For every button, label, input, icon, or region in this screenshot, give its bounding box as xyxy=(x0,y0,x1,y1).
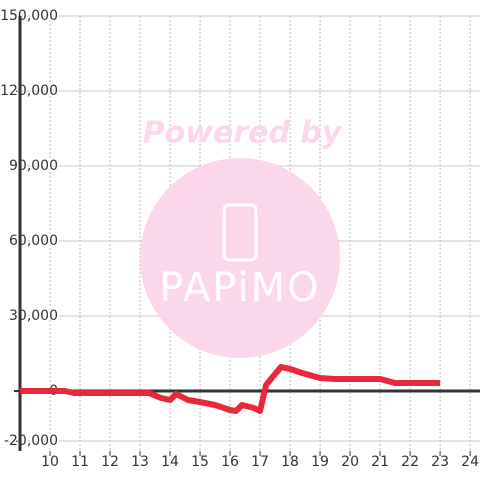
watermark-phone xyxy=(222,203,258,262)
watermark-text: Powered by xyxy=(143,116,343,151)
y-tick-label: 150,000 xyxy=(0,8,58,24)
x-tick-label: 13 xyxy=(131,454,149,470)
x-tick-label: 16 xyxy=(221,454,239,470)
x-tick-label: 18 xyxy=(281,454,299,470)
x-tick-label: 24 xyxy=(461,454,479,470)
x-tick-label: 19 xyxy=(311,454,329,470)
line xyxy=(20,364,441,414)
x-tick-label: 10 xyxy=(41,454,59,470)
y-tick-label: 120,000 xyxy=(0,83,58,99)
y-tick-label: 90,000 xyxy=(9,158,58,174)
x-tick-label: 23 xyxy=(431,454,449,470)
y-tick-label: -20,000 xyxy=(4,433,58,449)
y-tick-label: 60,000 xyxy=(9,233,58,249)
x-tick-label: 22 xyxy=(401,454,419,470)
watermark-circle xyxy=(140,158,340,358)
x-tick-label: 21 xyxy=(371,454,389,470)
x-tick-label: 14 xyxy=(161,454,179,470)
x-tick-label: 17 xyxy=(251,454,269,470)
y-tick-label: 30,000 xyxy=(9,308,58,324)
watermark-logo: PAPiMO xyxy=(159,265,320,311)
x-tick-label: 11 xyxy=(71,454,89,470)
x-tick-label: 20 xyxy=(341,454,359,470)
x-tick-label: 15 xyxy=(191,454,209,470)
x-tick-label: 12 xyxy=(101,454,119,470)
